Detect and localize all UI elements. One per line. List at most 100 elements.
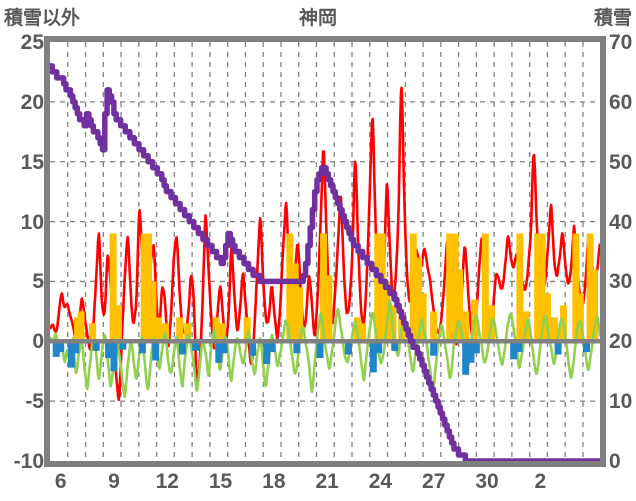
y-tick-left-15: 15 [20, 150, 44, 174]
precipitation-bar [374, 233, 382, 342]
precipitation-bar [538, 233, 546, 342]
precipitation-bar [218, 323, 226, 342]
precipitation-bar [383, 281, 391, 342]
y-tick-left-20: 20 [20, 90, 44, 114]
chart-canvas [50, 42, 600, 461]
precipitation-bar [586, 233, 594, 342]
blue-bar [583, 341, 590, 353]
precipitation-bar [145, 233, 153, 342]
precipitation-bar [212, 317, 220, 342]
plot-area [50, 42, 600, 461]
blue-bar [105, 341, 113, 359]
y-tick-left-25: 25 [20, 31, 44, 54]
y-tick-right-10: 10 [609, 390, 633, 414]
precipitation-bar [415, 257, 423, 342]
blue-bar [293, 341, 301, 354]
precipitation-bar [551, 317, 558, 342]
blue-bar [220, 341, 228, 354]
precipitation-bar [296, 287, 304, 342]
blue-bar [178, 341, 186, 355]
blue-bar [249, 341, 256, 356]
blue-bar [57, 341, 65, 353]
x-tick-15: 15 [208, 470, 233, 493]
x-tick-12: 12 [155, 470, 179, 493]
blue-bar [554, 341, 562, 355]
blue-bar [268, 341, 276, 353]
blue-bar [515, 341, 523, 353]
precipitation-bar [286, 233, 294, 342]
y-tick-right-70: 70 [609, 31, 633, 54]
wind-line [50, 299, 600, 399]
y-tick-right-20: 20 [609, 330, 633, 354]
y-tick-right-30: 30 [609, 270, 633, 294]
precipitation-bar [430, 311, 438, 342]
precipitation-bar [320, 233, 328, 342]
precipitation-bar [184, 323, 192, 342]
precipitation-bar [89, 323, 97, 342]
blue-bar [263, 341, 271, 364]
x-tick-30: 30 [475, 470, 499, 493]
precipitation-bar [409, 233, 417, 342]
blue-bar [110, 341, 118, 372]
left-axis-unit-label: 積雪以外 [4, 8, 81, 29]
precipitation-bar [154, 317, 162, 342]
blue-bar [345, 341, 352, 355]
blue-bar [467, 341, 475, 363]
blue-bar [138, 341, 146, 354]
precipitation-bar [446, 233, 454, 342]
precipitation-bar [109, 233, 117, 342]
precipitation-bar [451, 233, 459, 342]
blue-bar [391, 341, 399, 351]
precipitation-bar [591, 269, 598, 342]
y-tick-right-40: 40 [609, 210, 633, 234]
blue-bar [52, 341, 60, 357]
y-tick-left-10: 10 [20, 210, 44, 234]
precipitation-bar [462, 311, 470, 342]
precipitation-bar [481, 233, 489, 342]
chart-title: 神岡 [298, 8, 337, 29]
blue-bar [215, 341, 223, 363]
precipitation-bar [243, 317, 251, 342]
y-tick-left-0: 0 [32, 330, 44, 354]
blue-bar [119, 341, 127, 350]
precipitation-bar [572, 233, 580, 342]
precipitation-bar [149, 281, 157, 342]
blue-bar [472, 341, 480, 354]
x-tick-6: 6 [54, 470, 67, 493]
blue-bar [67, 341, 75, 368]
precipitation-bar [456, 269, 463, 342]
precipitation-bar [114, 305, 122, 342]
x-tick-27: 27 [422, 470, 446, 493]
x-tick-18: 18 [262, 470, 286, 493]
blue-bar [72, 341, 80, 354]
x-tick-9: 9 [108, 470, 120, 493]
blue-bar [375, 341, 383, 354]
precipitation-bar [359, 323, 367, 342]
precipitation-bar [74, 317, 81, 342]
blue-bar [316, 341, 324, 359]
snow-depth-line [50, 63, 600, 461]
precipitation-bar [576, 293, 584, 342]
precipitation-bar [291, 263, 299, 342]
blue-bar [510, 341, 518, 360]
y-tick-left--5: -5 [25, 390, 44, 414]
blue-bar [152, 341, 160, 361]
y-tick-right-0: 0 [609, 450, 621, 473]
x-tick-24: 24 [368, 470, 393, 493]
y-tick-right-60: 60 [609, 90, 633, 114]
precipitation-bar [419, 293, 427, 342]
y-tick-left--10: -10 [13, 450, 44, 473]
blue-bar [430, 341, 438, 356]
blue-bar [462, 341, 470, 375]
precipitation-bar [378, 233, 386, 342]
right-axis-unit-label: 積雪 [593, 8, 632, 29]
precipitation-bar [534, 233, 542, 342]
blue-bar [192, 341, 200, 351]
precipitation-bar [516, 233, 524, 342]
precipitation-bar [176, 317, 184, 342]
y-tick-left-5: 5 [32, 270, 44, 294]
precipitation-bar [543, 293, 551, 342]
blue-bar [369, 341, 377, 373]
x-tick-2: 2 [534, 470, 547, 493]
precipitation-bar [77, 311, 85, 342]
